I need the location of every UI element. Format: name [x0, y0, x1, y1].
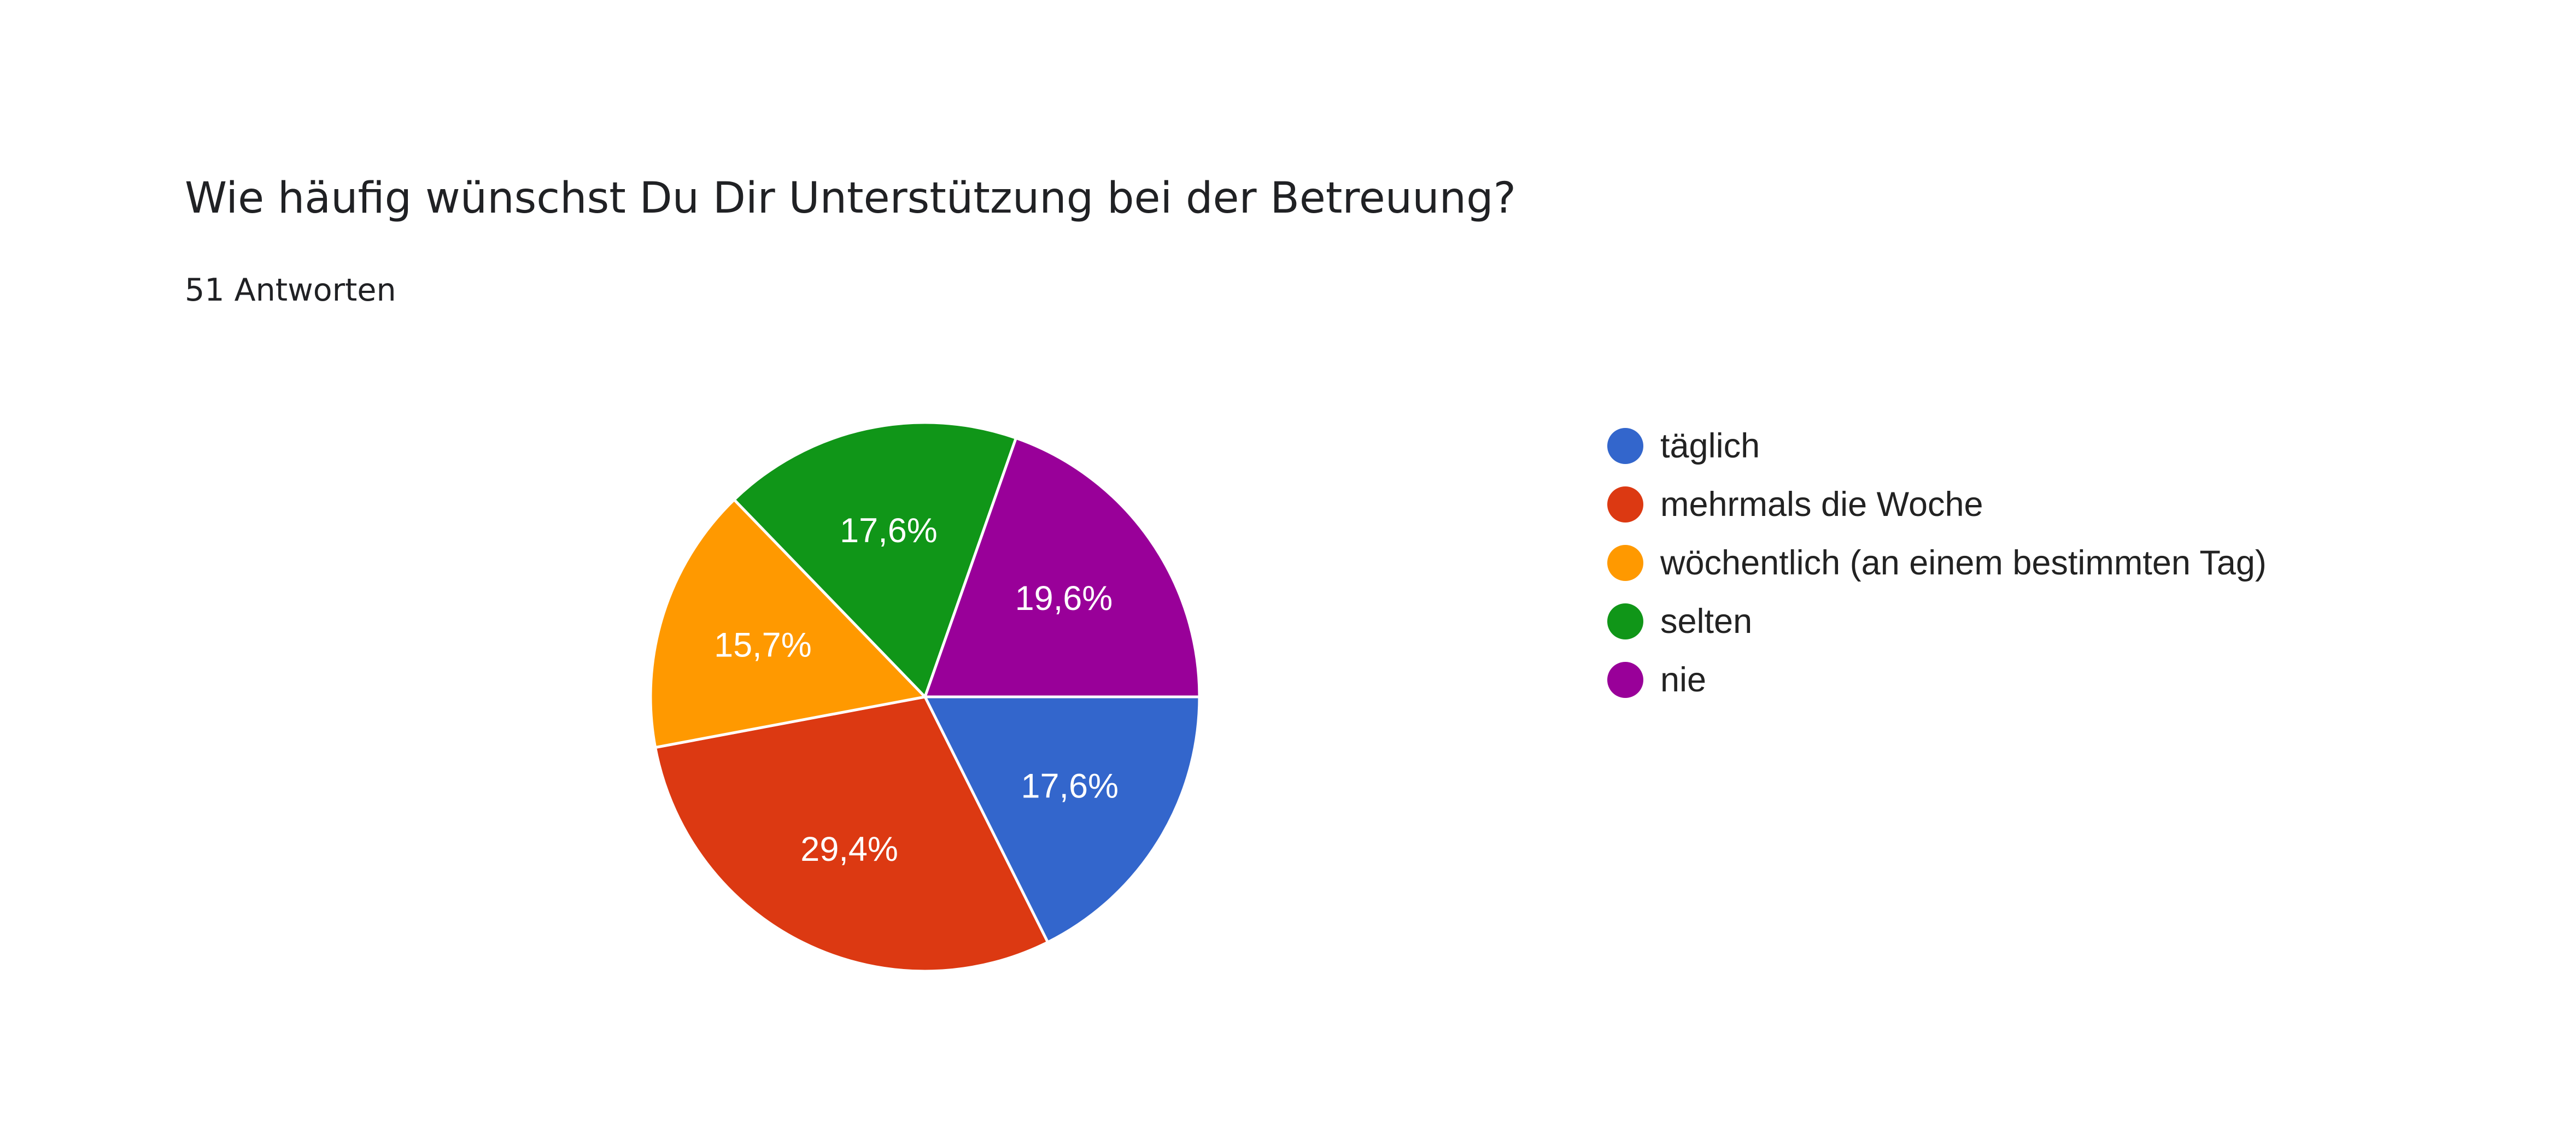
legend-item-woechentlich[interactable]: wöchentlich (an einem bestimmten Tag) [1607, 533, 2267, 592]
legend-swatch [1607, 661, 1643, 698]
legend-swatch [1607, 603, 1643, 639]
legend-label: mehrmals die Woche [1660, 485, 1983, 524]
legend-item-nie[interactable]: nie [1607, 650, 2267, 709]
pie-slice[interactable] [923, 436, 1201, 698]
pie-slice[interactable] [732, 421, 1018, 700]
legend-item-selten[interactable]: selten [1607, 592, 2267, 650]
response-count: 51 Antworten [185, 272, 396, 308]
legend-label: selten [1660, 602, 1753, 641]
legend-label: nie [1660, 660, 1707, 699]
legend-swatch [1607, 427, 1643, 464]
slice-percent-label: 15,7% [714, 626, 812, 665]
legend-swatch [1607, 544, 1643, 581]
legend-label: wöchentlich (an einem bestimmten Tag) [1660, 543, 2267, 582]
legend-item-taeglich[interactable]: täglich [1607, 416, 2267, 475]
pie-slice[interactable] [922, 695, 1201, 944]
legend-item-mehrmals-die-woche[interactable]: mehrmals die Woche [1607, 475, 2267, 533]
slice-percent-label: 19,6% [1015, 579, 1113, 618]
legend-swatch [1607, 486, 1643, 523]
pie-slice[interactable] [653, 695, 1050, 973]
slice-percent-label: 17,6% [840, 512, 938, 550]
slice-percent-label: 17,6% [1021, 767, 1119, 806]
pie-slice[interactable] [649, 497, 928, 749]
legend-label: täglich [1660, 426, 1760, 465]
chart-legend: täglich mehrmals die Woche wöchentlich (… [1607, 416, 2267, 709]
slice-percent-label: 29,4% [800, 830, 898, 868]
chart-title: Wie häufig wünschst Du Dir Unterstützung… [185, 174, 1516, 223]
